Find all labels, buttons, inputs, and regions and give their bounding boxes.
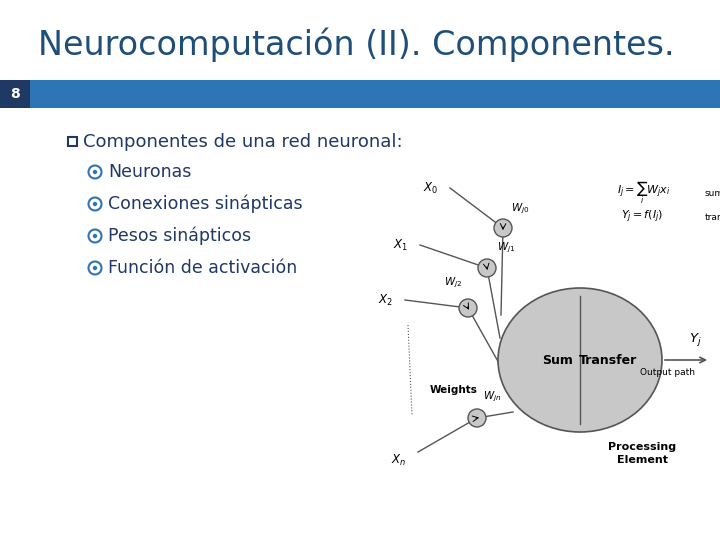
Text: Neurocomputación (II). Componentes.: Neurocomputación (II). Componentes. bbox=[38, 28, 675, 62]
Text: $X_1$: $X_1$ bbox=[393, 238, 408, 253]
Text: Neuronas: Neuronas bbox=[108, 163, 192, 181]
Bar bbox=[0, 80, 30, 108]
Text: $W_{jn}$: $W_{jn}$ bbox=[483, 389, 501, 404]
Text: $I_j = \sum_i W_j x_i$: $I_j = \sum_i W_j x_i$ bbox=[617, 180, 671, 206]
Text: Conexiones sinápticas: Conexiones sinápticas bbox=[108, 195, 302, 213]
Text: Processing
Element: Processing Element bbox=[608, 442, 676, 465]
Bar bbox=[68, 137, 77, 146]
Text: $W_{j0}$: $W_{j0}$ bbox=[511, 201, 529, 216]
Text: Pesos sinápticos: Pesos sinápticos bbox=[108, 227, 251, 245]
Text: $X_n$: $X_n$ bbox=[391, 453, 406, 468]
Text: Output path: Output path bbox=[641, 368, 696, 377]
Text: $Y_j = f(I_j)$: $Y_j = f(I_j)$ bbox=[621, 209, 663, 225]
Bar bbox=[0, 80, 720, 108]
Text: 8: 8 bbox=[10, 87, 20, 101]
Circle shape bbox=[93, 170, 97, 174]
Text: Weights: Weights bbox=[430, 385, 478, 395]
Circle shape bbox=[468, 409, 486, 427]
Circle shape bbox=[93, 234, 97, 238]
Text: $W_{j1}$: $W_{j1}$ bbox=[497, 241, 516, 255]
Circle shape bbox=[93, 266, 97, 270]
Text: Sum: Sum bbox=[543, 354, 573, 367]
Text: Componentes de una red neuronal:: Componentes de una red neuronal: bbox=[83, 133, 402, 151]
Ellipse shape bbox=[498, 288, 662, 432]
Text: summation: summation bbox=[705, 188, 720, 198]
Circle shape bbox=[494, 219, 512, 237]
Text: $X_2$: $X_2$ bbox=[378, 293, 393, 308]
Text: $Y_j$: $Y_j$ bbox=[688, 331, 701, 348]
Circle shape bbox=[93, 202, 97, 206]
Text: transfer: transfer bbox=[705, 213, 720, 221]
Text: $W_{j2}$: $W_{j2}$ bbox=[444, 275, 462, 290]
Text: Función de activación: Función de activación bbox=[108, 259, 297, 277]
Text: $X_0$: $X_0$ bbox=[423, 180, 438, 195]
Circle shape bbox=[478, 259, 496, 277]
Text: Transfer: Transfer bbox=[579, 354, 637, 367]
Circle shape bbox=[459, 299, 477, 317]
